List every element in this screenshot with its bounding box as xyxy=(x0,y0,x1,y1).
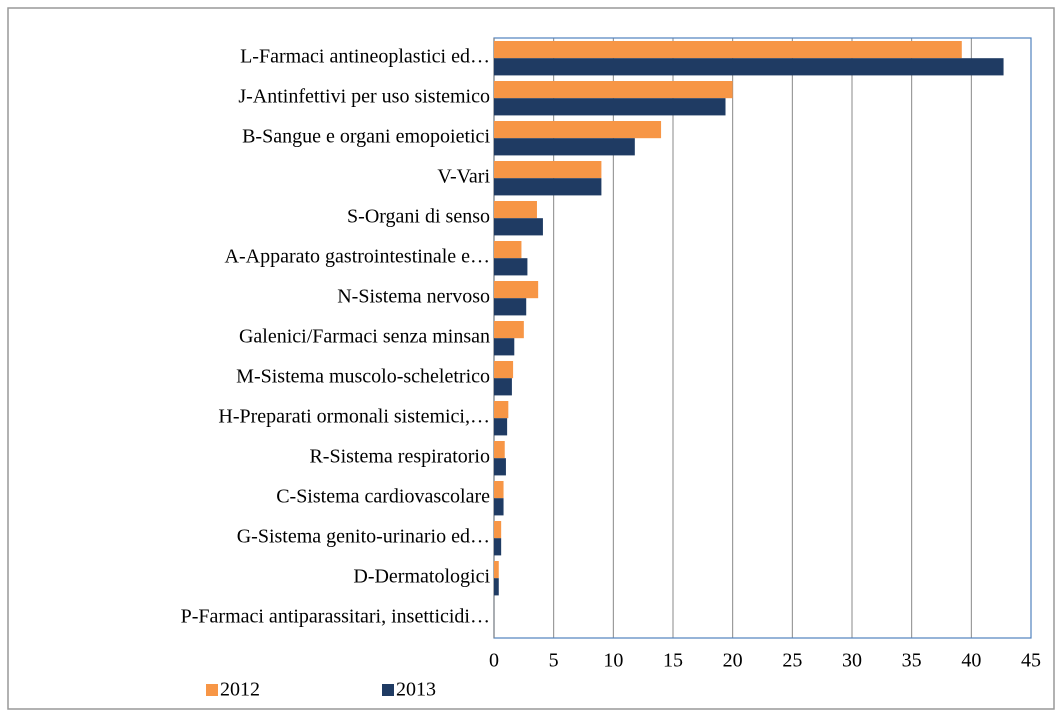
y-tick-label: S-Organi di senso xyxy=(347,206,490,228)
bar xyxy=(494,338,515,356)
bar xyxy=(494,538,502,556)
y-tick-label: N-Sistema nervoso xyxy=(337,286,490,308)
y-tick-label: L-Farmaci antineoplastici ed… xyxy=(240,46,490,68)
legend-label: 2012 xyxy=(220,679,260,701)
y-tick-label: M-Sistema muscolo-scheletrico xyxy=(236,366,490,388)
x-tick-label: 5 xyxy=(549,650,559,672)
x-tick-label: 35 xyxy=(902,650,922,672)
bar xyxy=(494,58,1004,76)
y-tick-label: H-Preparati ormonali sistemici,… xyxy=(218,406,490,428)
bar xyxy=(494,361,514,379)
y-tick-label: Galenici/Farmaci senza minsan xyxy=(239,326,490,348)
x-tick-label: 25 xyxy=(782,650,802,672)
bar xyxy=(494,321,524,339)
bar xyxy=(494,401,509,419)
bar xyxy=(494,481,504,499)
legend-label: 2013 xyxy=(396,679,436,701)
bar xyxy=(494,498,504,516)
y-tick-label: C-Sistema cardiovascolare xyxy=(276,486,490,508)
x-tick-label: 40 xyxy=(961,650,981,672)
y-tick-label: B-Sangue e organi emopoietici xyxy=(242,126,490,148)
bar xyxy=(494,561,499,579)
legend-swatch xyxy=(206,684,218,696)
bar xyxy=(494,258,528,276)
y-tick-label: R-Sistema respiratorio xyxy=(309,446,490,468)
x-tick-label: 0 xyxy=(489,650,499,672)
y-tick-label: D-Dermatologici xyxy=(353,566,490,588)
x-tick-label: 30 xyxy=(842,650,862,672)
bar xyxy=(494,98,726,116)
bar xyxy=(494,178,602,196)
bar xyxy=(494,161,602,179)
x-tick-label: 15 xyxy=(663,650,683,672)
frame xyxy=(7,7,1055,710)
bar xyxy=(494,578,499,596)
bar xyxy=(494,81,733,99)
bar xyxy=(494,441,505,459)
bar xyxy=(494,138,635,156)
x-tick-label: 20 xyxy=(723,650,743,672)
bar xyxy=(494,201,537,219)
y-tick-label: J-Antinfettivi per uso sistemico xyxy=(238,86,490,108)
bar xyxy=(494,298,527,316)
bar xyxy=(494,458,506,476)
y-tick-label: A-Apparato gastrointestinale e… xyxy=(225,246,490,268)
bar xyxy=(494,121,662,139)
y-tick-label: P-Farmaci antiparassitari, insetticidi… xyxy=(181,606,490,628)
bar xyxy=(494,218,543,236)
y-tick-label: V-Vari xyxy=(437,166,490,188)
legend-swatch xyxy=(382,684,394,696)
bar xyxy=(494,418,508,436)
x-tick-label: 45 xyxy=(1021,650,1041,672)
bar xyxy=(494,521,502,539)
bar xyxy=(494,41,962,59)
x-tick-label: 10 xyxy=(603,650,623,672)
bar xyxy=(494,241,522,259)
y-tick-label: G-Sistema genito-urinario ed… xyxy=(237,526,490,548)
bar xyxy=(494,378,512,396)
bar xyxy=(494,281,539,299)
